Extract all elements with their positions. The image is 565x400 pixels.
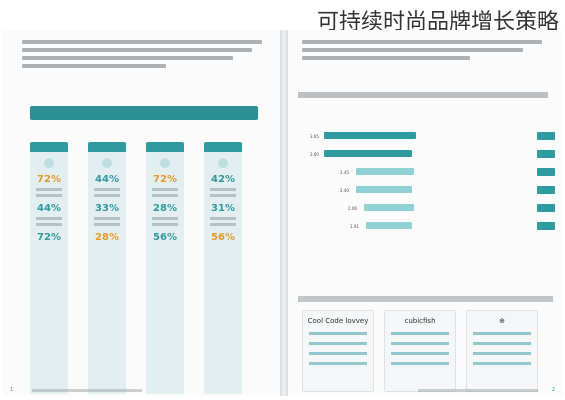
column-header-4 (204, 142, 242, 152)
stat-value: 72% (153, 174, 177, 185)
stat-value: 72% (37, 232, 61, 243)
brand-logo: ⊕ (499, 317, 505, 325)
stat-column-4: 42% 31% 56% (204, 142, 242, 394)
footer-note (32, 389, 142, 392)
column-header-2 (88, 142, 126, 152)
stat-value: 44% (95, 174, 119, 185)
brand-card-3: ⊕ (466, 310, 538, 392)
bar-value: 3.60 (310, 152, 319, 157)
bar-value: 2.06 (348, 206, 357, 211)
brand-name: Cool Code lovvey (307, 317, 369, 325)
section-banner (30, 106, 258, 120)
brand-card-2: cubicfish (384, 310, 456, 392)
stat-value: 31% (211, 203, 235, 214)
bar-value: 3.65 (310, 134, 319, 139)
bar-6 (366, 222, 412, 229)
bar-5 (364, 204, 414, 211)
page-number-left: 1 (10, 387, 14, 393)
stat-value: 56% (153, 232, 177, 243)
brand-card-1: Cool Code lovvey (302, 310, 374, 392)
chart-heading (298, 92, 548, 98)
column-icon (218, 158, 228, 168)
bar-4 (356, 186, 412, 193)
bar-value: 1.91 (350, 224, 359, 229)
row-tag (537, 168, 555, 176)
row-tag (537, 222, 555, 230)
section-heading-2 (298, 296, 553, 302)
bar-value: 2.40 (340, 188, 349, 193)
intro-paragraph-right (302, 36, 542, 64)
row-tag (537, 150, 555, 158)
stat-value: 72% (37, 174, 61, 185)
stat-value: 28% (95, 232, 119, 243)
stat-value: 42% (211, 174, 235, 185)
column-icon (44, 158, 54, 168)
left-page: 72% 44% 72% 44% 33% 28% 72% 28% 56% (2, 30, 280, 396)
stat-value: 44% (37, 203, 61, 214)
column-header-3 (146, 142, 184, 152)
document-spread: 72% 44% 72% 44% 33% 28% 72% 28% 56% (2, 30, 563, 396)
stat-value: 28% (153, 203, 177, 214)
bar-3 (356, 168, 414, 175)
intro-paragraph (22, 36, 262, 72)
row-tag (537, 132, 555, 140)
spine (280, 30, 288, 396)
bar-2 (324, 150, 412, 157)
stat-column-1: 72% 44% 72% (30, 142, 68, 394)
row-tag (537, 204, 555, 212)
row-tag (537, 186, 555, 194)
footer-note-right (418, 389, 538, 392)
stat-value: 33% (95, 203, 119, 214)
column-icon (102, 158, 112, 168)
bar-1 (324, 132, 416, 139)
stat-column-3: 72% 28% 56% (146, 142, 184, 394)
column-header-1 (30, 142, 68, 152)
page-number-right: 2 (551, 387, 555, 393)
right-page: 3.65 3.60 2.45 2.40 2.06 1.91 Cool Code … (288, 30, 563, 396)
column-icon (160, 158, 170, 168)
bar-value: 2.45 (340, 170, 349, 175)
brand-name: cubicfish (404, 317, 436, 325)
stat-column-2: 44% 33% 28% (88, 142, 126, 394)
stat-value: 56% (211, 232, 235, 243)
